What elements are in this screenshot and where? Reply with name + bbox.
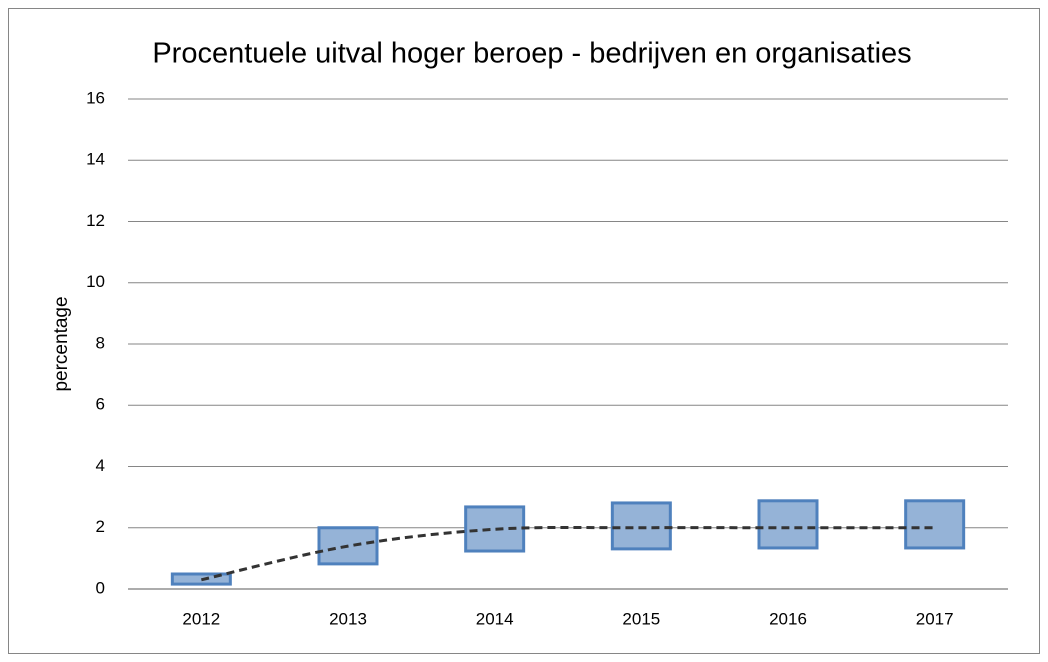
x-tick-label: 2016 — [769, 609, 807, 628]
y-tick-label: 12 — [86, 211, 105, 230]
x-tick-label: 2015 — [622, 609, 660, 628]
x-tick-label: 2012 — [182, 609, 220, 628]
chart-title: Procentuele uitval hoger beroep - bedrij… — [152, 38, 911, 70]
range-box — [757, 499, 819, 550]
y-tick-label: 6 — [96, 395, 105, 414]
x-tick-label: 2017 — [916, 609, 954, 628]
x-tick-label: 2013 — [329, 609, 367, 628]
y-axis-label: percentage — [51, 296, 72, 391]
y-tick-label: 14 — [86, 150, 105, 169]
y-tick-label: 16 — [86, 88, 105, 107]
y-tick-label: 8 — [96, 333, 105, 352]
y-tick-label: 2 — [96, 517, 105, 536]
range-box — [610, 501, 672, 551]
x-tick-label: 2014 — [476, 609, 514, 628]
y-tick-label: 0 — [96, 578, 105, 597]
trend-line — [200, 525, 935, 582]
chart-frame — [8, 8, 1040, 654]
y-tick-label: 4 — [96, 456, 105, 475]
range-box — [904, 499, 966, 550]
y-tick-label: 10 — [86, 272, 105, 291]
